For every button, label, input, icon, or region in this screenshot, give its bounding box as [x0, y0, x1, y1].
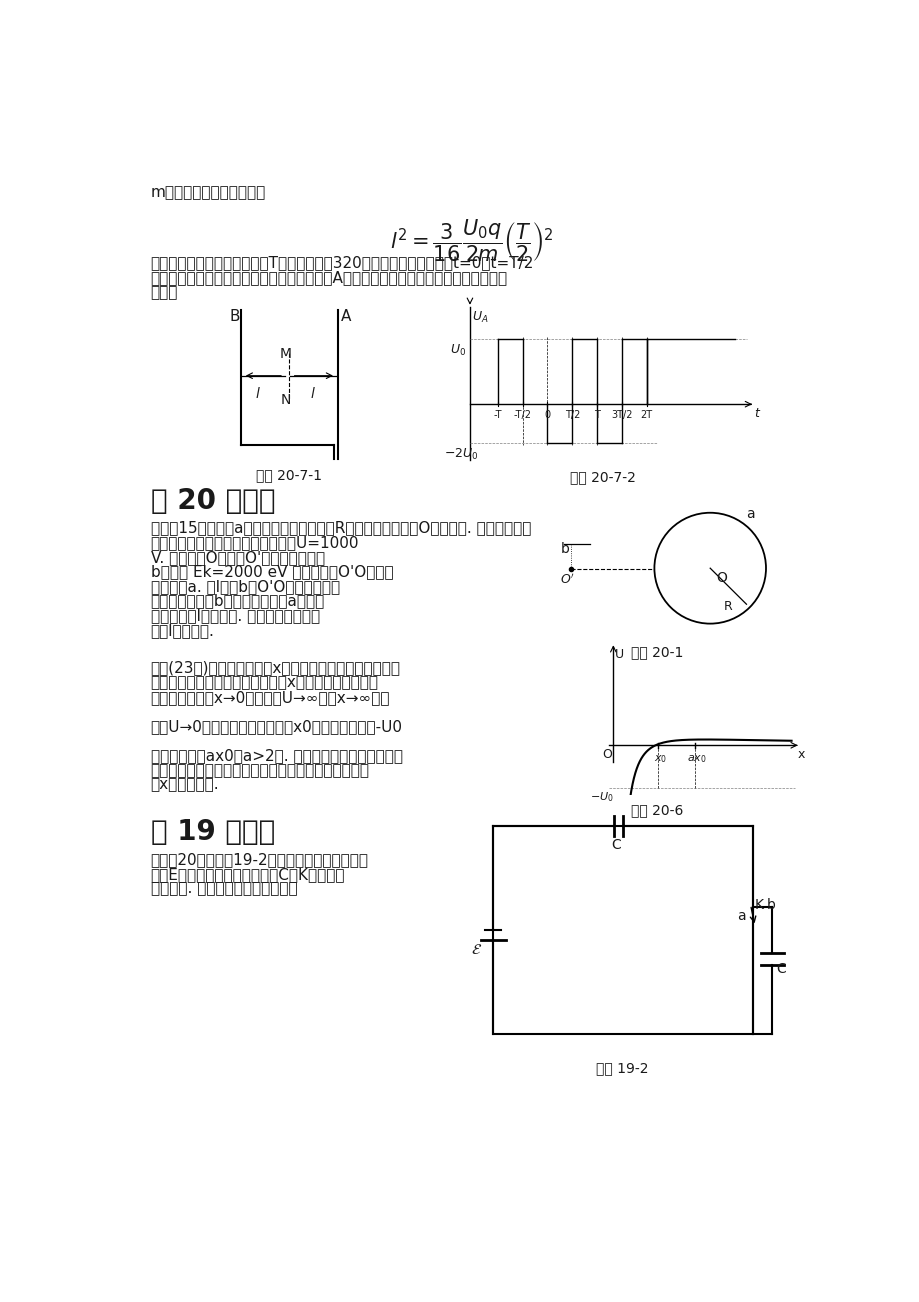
Text: $l^2 = \dfrac{3}{16}\dfrac{U_0 q}{2m}\left(\dfrac{T}{2}\right)^2$: $l^2 = \dfrac{3}{16}\dfrac{U_0 q}{2m}\le…	[390, 217, 552, 264]
Text: 3T/2: 3T/2	[610, 410, 632, 421]
Text: B: B	[230, 309, 240, 324]
Text: $O'$: $O'$	[560, 572, 574, 586]
Text: $\mathcal{E}$: $\mathcal{E}$	[471, 941, 482, 957]
Text: 电势U→0；电势为零的点的坐标x0，电势为极小值-U0: 电势U→0；电势为零的点的坐标x0，电势为极小值-U0	[151, 719, 403, 734]
Text: T/2: T/2	[564, 410, 579, 421]
Text: 这段时间内产主的微粒中，有多少微粒可到达A板（不计重力，不考虑微粒之间的相互作: 这段时间内产主的微粒中，有多少微粒可到达A板（不计重力，不考虑微粒之间的相互作	[151, 271, 507, 285]
Text: N: N	[280, 393, 290, 408]
Text: 复图 20-6: 复图 20-6	[630, 803, 683, 818]
Text: $U_0$: $U_0$	[449, 342, 465, 358]
Text: 定这两个点电荷所带电荷的符号、电量的大小以及它们: 定这两个点电荷所带电荷的符号、电量的大小以及它们	[151, 763, 369, 779]
Text: 距离，要使质子b能够与带电球体a的表面: 距离，要使质子b能够与带电球体a的表面	[151, 594, 324, 608]
Text: 若取无限远处的电势为零，则在正x轴上各点的电势如图: 若取无限远处的电势为零，则在正x轴上各点的电势如图	[151, 676, 379, 690]
Text: T: T	[594, 410, 599, 421]
Text: $l$: $l$	[255, 387, 261, 401]
Text: 若在交流电压变化的每个周期T内，平均产主320个上述微粒，试论证在t=0到t=T/2: 若在交流电压变化的每个周期T内，平均产主320个上述微粒，试论证在t=0到t=T…	[151, 255, 533, 270]
Text: -T/2: -T/2	[513, 410, 531, 421]
Text: M: M	[279, 348, 291, 361]
Text: 双掷开关. 开始时两电容器均不带电: 双掷开关. 开始时两电容器均不带电	[151, 881, 297, 897]
Text: $t$: $t$	[753, 408, 760, 421]
Text: $l$: $l$	[310, 387, 315, 401]
Text: 六、(23分)两个点电荷位于x轴上，在它们形成的电场中，: 六、(23分)两个点电荷位于x轴上，在它们形成的电场中，	[151, 660, 400, 676]
Text: K: K	[754, 898, 763, 911]
Text: a: a	[745, 506, 754, 521]
Text: O: O	[602, 747, 612, 760]
Text: m等各量的值正好满足等式: m等各量的值正好满足等式	[151, 185, 266, 201]
Text: 第 20 届复赛: 第 20 届复赛	[151, 487, 275, 516]
Text: -T: -T	[494, 410, 502, 421]
Text: 0: 0	[544, 410, 550, 421]
Text: 图预 19-2: 图预 19-2	[596, 1061, 648, 1075]
Text: 相碰，试求l的最大值. 把质子换成电子，: 相碰，试求l的最大值. 把质子换成电子，	[151, 608, 320, 624]
Text: 方向射向a. 以l表示b与O'O线之间的垂直: 方向射向a. 以l表示b与O'O线之间的垂直	[151, 579, 339, 594]
Text: $x_0$: $x_0$	[652, 753, 666, 764]
Text: 在x轴上的位置.: 在x轴上的位置.	[151, 777, 219, 793]
Text: 图复 20-1: 图复 20-1	[630, 646, 683, 659]
Text: 的点的坐标为ax0（a>2）. 试根据图线提供的信息，确: 的点的坐标为ax0（a>2）. 试根据图线提供的信息，确	[151, 749, 403, 763]
Text: C: C	[611, 837, 620, 852]
Text: $ax_0$: $ax_0$	[686, 753, 706, 764]
Text: $U_A$: $U_A$	[471, 310, 488, 324]
Text: 二、（20分）图预19-2所示电路中，电池的电动: 二、（20分）图预19-2所示电路中，电池的电动	[151, 853, 369, 867]
Text: C: C	[776, 962, 785, 976]
Text: 中曲线所示，当x→0时，电势U→∞；当x→∞时，: 中曲线所示，当x→0时，电势U→∞；当x→∞时，	[151, 690, 390, 704]
Text: 2T: 2T	[640, 410, 652, 421]
Text: O: O	[716, 572, 727, 586]
Text: $-2U_0$: $-2U_0$	[443, 448, 478, 462]
Text: 图预 20-7-1: 图预 20-7-1	[256, 469, 322, 482]
Text: V. 在离球心O很远的O'点附近有一质子: V. 在离球心O很远的O'点附近有一质子	[151, 549, 324, 565]
Bar	[493, 827, 752, 1034]
Text: x: x	[797, 749, 804, 762]
Text: 图预 20-7-2: 图预 20-7-2	[570, 470, 636, 484]
Text: 再求l的最大值.: 再求l的最大值.	[151, 622, 214, 638]
Text: U: U	[614, 648, 623, 661]
Text: A: A	[341, 309, 351, 324]
Text: b: b	[766, 898, 775, 911]
Text: 势为E，两个电容器的电容皆为C，K为一单刀: 势为E，两个电容器的电容皆为C，K为一单刀	[151, 867, 345, 881]
Text: 处的电势为零时，球表面处的电势为U=1000: 处的电势为零时，球表面处的电势为U=1000	[151, 535, 358, 549]
Text: b，它以 Ek=2000 eV 的动能沿与O'O平行的: b，它以 Ek=2000 eV 的动能沿与O'O平行的	[151, 564, 392, 579]
Text: b: b	[560, 542, 569, 556]
Text: $-U_0$: $-U_0$	[589, 790, 613, 803]
Text: R: R	[723, 600, 732, 613]
Text: a: a	[736, 909, 745, 923]
Text: 一、（15分）图中a为一固定放置的半径为R的均匀带电球体，O为其球心. 已知取无限远: 一、（15分）图中a为一固定放置的半径为R的均匀带电球体，O为其球心. 已知取无…	[151, 521, 530, 535]
Text: 第 19 届预赛: 第 19 届预赛	[151, 819, 275, 846]
Text: 用）。: 用）。	[151, 285, 178, 301]
